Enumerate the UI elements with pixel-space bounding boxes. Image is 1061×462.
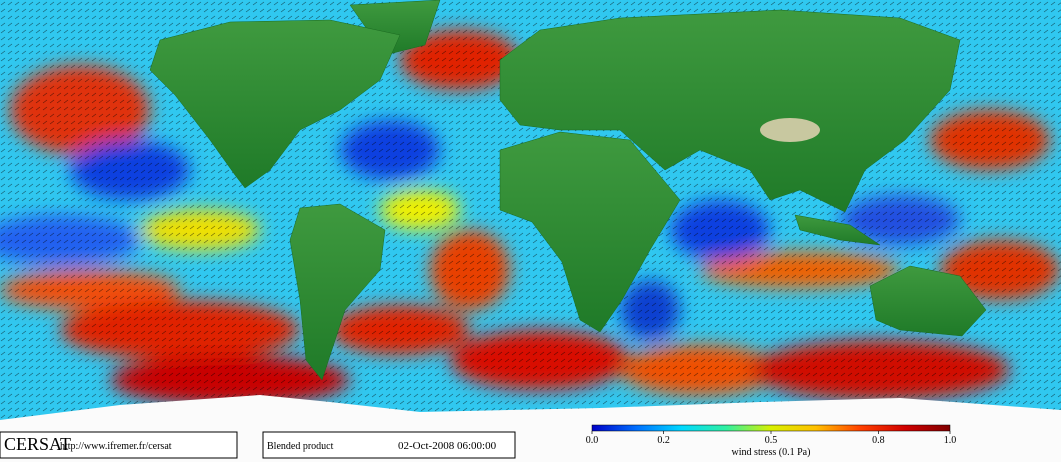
colorbar-tick-label: 0.0 — [586, 435, 599, 446]
product-box — [262, 431, 516, 459]
colorbar-tick-label: 0.5 — [765, 435, 778, 446]
continents — [149, 0, 987, 381]
colorbar: 0.0 0.2 0.5 0.8 1.0 wind stress (0.1 Pa) — [586, 424, 957, 458]
logo: CERSAT — [4, 434, 71, 454]
colorbar-tick-label: 0.8 — [872, 435, 885, 446]
colorbar-label: wind stress (0.1 Pa) — [732, 447, 811, 458]
timestamp: 02-Oct-2008 06:00:00 — [398, 440, 497, 452]
product: Blended product — [267, 441, 334, 452]
colorbar-tick-label: 1.0 — [944, 435, 957, 446]
colorbar-tick-label: 0.2 — [657, 435, 670, 446]
colorbar-bar — [591, 424, 951, 432]
url: http://www.ifremer.fr/cersat — [60, 441, 172, 452]
logo-box — [0, 431, 238, 459]
